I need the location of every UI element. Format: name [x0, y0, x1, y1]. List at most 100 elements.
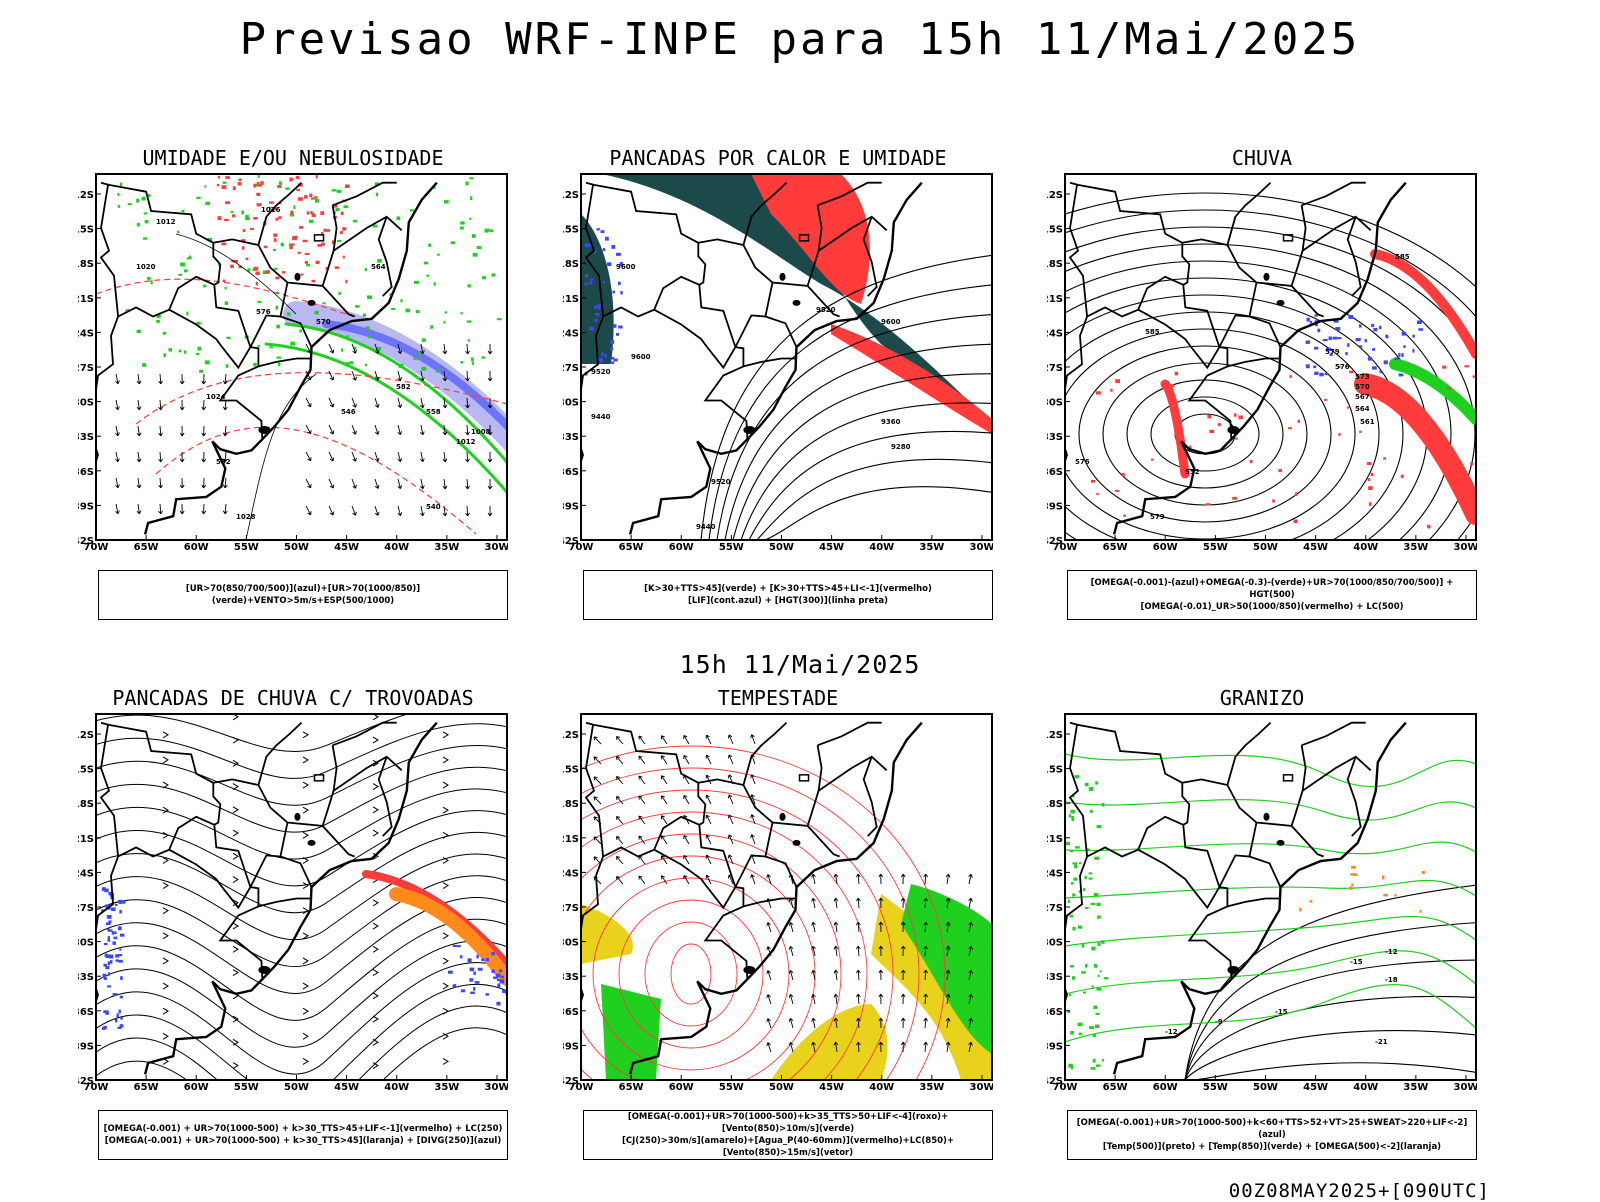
thickness-red-speck — [256, 203, 262, 207]
humidity-green-speck — [460, 361, 464, 364]
temp850-green-speck — [1103, 977, 1109, 980]
temp850-green-speck — [1072, 862, 1078, 865]
instability-teal — [581, 214, 614, 364]
lat-label: 42S — [78, 1076, 94, 1087]
omega-blue — [1324, 373, 1329, 376]
rain-red-speck — [1235, 437, 1238, 440]
flow-arrow — [372, 945, 379, 953]
wind-vector — [465, 478, 470, 490]
wind-vector — [305, 451, 312, 462]
divergence-blue — [108, 920, 112, 924]
lon-label: 60W — [1153, 1082, 1178, 1093]
flow-arrow — [232, 969, 239, 976]
thickness-red-speck — [257, 184, 262, 187]
legend-line: [K>30+TTS>45](verde) + [K>30+TTS>45+LI<-… — [644, 584, 932, 594]
rain-red-speck — [1169, 384, 1175, 388]
thickness-red-speck — [241, 246, 245, 250]
wind-vector — [487, 370, 493, 382]
lif-blue — [593, 250, 597, 254]
wind-vector — [305, 397, 312, 408]
thickness-red-speck — [320, 232, 324, 236]
humidity-green-speck — [143, 237, 148, 240]
thickness-red-speck — [314, 196, 318, 199]
temp850-green-speck — [1093, 964, 1098, 968]
temp850-green-speck — [1078, 1032, 1083, 1036]
humidity-green-speck — [207, 237, 213, 242]
divergence-blue — [499, 979, 505, 984]
lon-label: 40W — [869, 1082, 894, 1093]
wind850-vector — [593, 796, 602, 805]
omega-blue — [1401, 331, 1407, 336]
humidity-green-speck — [144, 220, 149, 224]
flow-arrow — [442, 982, 449, 990]
omega500-orange — [1383, 893, 1389, 897]
thickness-red-speck — [253, 266, 259, 271]
lon-label: 30W — [484, 542, 508, 553]
country-border — [862, 756, 878, 837]
contour-label: 567 — [1355, 393, 1370, 401]
wind-vector — [487, 343, 493, 355]
humidity-green-speck — [136, 222, 140, 227]
humidity-green-speck — [278, 362, 281, 367]
temp850-green-speck — [1097, 915, 1101, 919]
federal-district — [1282, 774, 1294, 782]
lat-label: 42S — [1047, 1076, 1063, 1087]
wind850-vector — [638, 855, 646, 865]
rain-red — [1160, 379, 1190, 479]
lif-blue — [603, 280, 606, 284]
country-border — [213, 745, 338, 827]
legend-box: [UR>70(850/700/500)](azul)+[UR>70(1000/8… — [98, 570, 508, 620]
humidity-green-speck — [467, 339, 471, 342]
map-content: 1012101610201024102856457057658255855254… — [96, 174, 507, 540]
wind-vector — [201, 477, 207, 489]
lon-label: 65W — [1103, 1082, 1128, 1093]
wind-vector — [158, 503, 163, 515]
country-border — [806, 825, 840, 858]
divergence-blue — [106, 914, 112, 919]
divergence-blue — [118, 926, 122, 931]
lon-label: 60W — [184, 542, 209, 553]
wind850-vector — [811, 993, 816, 1005]
temp850-green-speck — [1070, 1065, 1074, 1070]
wind-vector — [351, 505, 357, 516]
lon-label: 60W — [669, 542, 694, 553]
country-border — [333, 215, 403, 252]
contour-label: 1012 — [456, 438, 476, 446]
humidity-green-speck — [460, 311, 463, 315]
rain-red-speck — [1110, 388, 1113, 392]
omega-blue — [1412, 348, 1415, 353]
map-frame-border — [1064, 713, 1477, 1081]
temp850-green-speck — [1088, 872, 1093, 875]
temp850-green-speck — [1096, 987, 1102, 991]
legend-line: [OMEGA(-0.001)+UR>70(1000-500)+k<60+TTS>… — [1076, 1118, 1468, 1140]
divergence-blue — [105, 904, 109, 909]
jet-yellow — [771, 1004, 888, 1080]
streamline-250 — [96, 745, 507, 806]
humidity-green-speck — [289, 213, 295, 217]
wind-vector — [179, 425, 185, 437]
divergence-blue — [110, 907, 116, 912]
streamline-250 — [96, 714, 410, 752]
temp850-green-speck — [1089, 809, 1093, 813]
streamline-250 — [96, 940, 507, 1048]
lat-label: 24S — [563, 868, 579, 879]
country-border — [168, 848, 252, 910]
wind850-vector — [705, 734, 712, 745]
humidity-green-speck — [368, 335, 372, 339]
contour-label: -15 — [1275, 1008, 1288, 1016]
divergence-blue — [114, 993, 118, 997]
lon-label: 70W — [84, 542, 109, 553]
omega-blue — [1385, 334, 1389, 338]
contour-label: 573 — [1355, 373, 1370, 381]
humidity-green-speck — [275, 305, 279, 310]
country-border — [734, 282, 774, 348]
wind-vector — [328, 370, 335, 381]
country-border — [1302, 755, 1372, 792]
humidity-green-speck — [141, 196, 146, 201]
omega500-orange — [1350, 873, 1354, 876]
humidity-green-speck — [436, 253, 440, 256]
flow-arrow — [232, 783, 239, 790]
flow-arrow — [372, 1015, 379, 1023]
humidity-green-speck — [136, 329, 141, 334]
wind850-vector — [750, 734, 756, 745]
